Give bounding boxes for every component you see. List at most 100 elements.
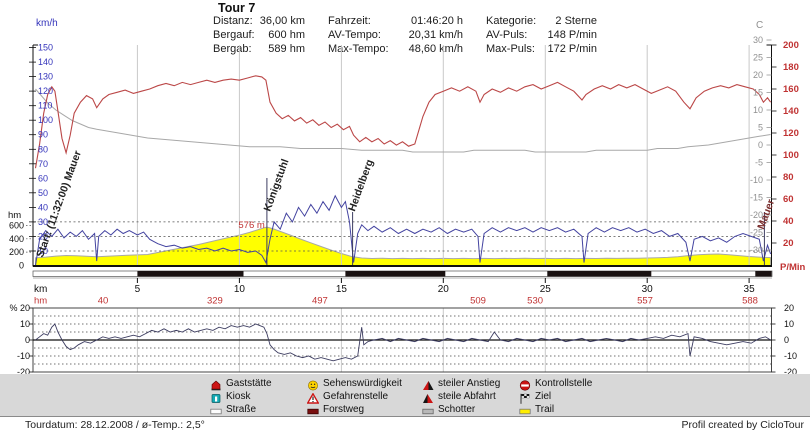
svg-text:10: 10 [784, 319, 794, 329]
svg-text:80: 80 [783, 172, 794, 183]
svg-text:100: 100 [783, 150, 799, 161]
tour-title: Tour 7 [218, 1, 256, 15]
stat-value-max-puls: 172 P/min [547, 43, 597, 55]
legend-label-steiler-anstieg: steiler Anstieg [438, 378, 501, 389]
svg-text:km: km [34, 284, 47, 295]
svg-text:30: 30 [38, 217, 48, 227]
svg-text:10: 10 [753, 105, 763, 115]
legend-label-trail: Trail [535, 404, 555, 415]
svg-text:140: 140 [38, 57, 53, 67]
svg-text:130: 130 [38, 72, 53, 82]
legend-band: Gaststätte Kiosk Straße Sehenswürdigkeit Gef… [0, 374, 810, 417]
svg-text:140: 140 [783, 106, 799, 117]
svg-text:Königstuhl: Königstuhl [262, 157, 292, 213]
svg-text:Heidelberg: Heidelberg [346, 158, 376, 213]
svg-text:10: 10 [234, 284, 246, 295]
stat-value-max-tempo: 48,60 km/h [408, 43, 463, 55]
svg-text:60: 60 [783, 194, 794, 205]
svg-text:15: 15 [336, 284, 348, 295]
svg-text:509: 509 [470, 296, 486, 307]
svg-text:400: 400 [9, 234, 24, 244]
stat-value-bergab: 589 hm [268, 43, 305, 55]
gefahrenstelle-icon [306, 391, 320, 404]
svg-text:40: 40 [98, 296, 109, 307]
dashed-gridlines [26, 221, 771, 253]
stat-value-fahrzeit: 01:46:20 h [411, 15, 463, 27]
svg-text:15: 15 [753, 88, 763, 98]
svg-text:-30: -30 [750, 245, 763, 255]
svg-text:20: 20 [784, 303, 794, 313]
svg-text:5: 5 [758, 123, 763, 133]
stat-label-kategorie: Kategorie: [486, 15, 537, 27]
footer-tourdate: Tourdatum: 28.12.2008 / ø-Temp.: 2,5° [25, 419, 205, 431]
sehenswuerdigkeit-icon [307, 378, 319, 391]
svg-text:530: 530 [527, 296, 543, 307]
stat-value-kategorie: 2 Sterne [555, 15, 597, 27]
legend-label-sehenswuerdigkeit: Sehenswürdigkeit [323, 378, 402, 389]
legend-label-kontrollstelle: Kontrollstelle [535, 378, 593, 389]
svg-text:10: 10 [38, 246, 48, 256]
svg-text:20: 20 [753, 70, 763, 80]
stat-value-av-puls: 148 P/min [547, 29, 597, 41]
stat-value-av-tempo: 20,31 km/h [408, 29, 463, 41]
svg-text:-20: -20 [17, 367, 30, 377]
svg-text:600: 600 [9, 220, 24, 230]
svg-text:576 m: 576 m [238, 220, 264, 231]
svg-text:20: 20 [783, 238, 794, 249]
legend-label-forstweg: Forstweg [323, 404, 365, 415]
svg-text:5: 5 [135, 284, 141, 295]
svg-text:110: 110 [38, 101, 52, 111]
svg-text:588: 588 [742, 296, 758, 307]
svg-text:% 20: % 20 [9, 303, 30, 313]
svg-text:km/h: km/h [36, 18, 58, 29]
svg-text:-5: -5 [755, 158, 763, 168]
svg-text:0: 0 [784, 335, 789, 345]
svg-text:0: 0 [758, 140, 763, 150]
legend-label-strasse: Straße [226, 404, 257, 415]
axes: 1501401301201101009080706050403020106004… [8, 18, 806, 307]
surface-bar [32, 270, 773, 279]
svg-text:70: 70 [38, 159, 48, 169]
svg-text:-25: -25 [750, 228, 763, 238]
svg-text:P/Min: P/Min [780, 262, 806, 273]
svg-text:120: 120 [783, 128, 799, 139]
svg-text:329: 329 [207, 296, 223, 307]
svg-text:150: 150 [38, 43, 53, 53]
svg-text:180: 180 [783, 62, 799, 73]
svg-text:50: 50 [38, 188, 48, 198]
speed-line [35, 194, 772, 266]
svg-text:25: 25 [540, 284, 552, 295]
stat-value-bergauf: 600 hm [268, 29, 305, 41]
gradient-chart: % 20 20 10 10 0 0 -10 -10 -20 -20 [9, 303, 797, 377]
svg-text:-20: -20 [784, 367, 797, 377]
legend-label-steile-abfahrt: steile Abfahrt [438, 391, 496, 402]
forstweg-icon [307, 404, 319, 415]
svg-text:0: 0 [19, 261, 24, 271]
svg-text:10: 10 [20, 319, 30, 329]
svg-text:40: 40 [38, 202, 48, 212]
trail-icon [519, 404, 531, 415]
svg-text:30: 30 [753, 35, 763, 45]
strasse-icon [210, 404, 222, 415]
legend-label-kiosk: Kiosk [226, 391, 251, 402]
svg-text:20: 20 [438, 284, 450, 295]
svg-text:557: 557 [637, 296, 653, 307]
svg-text:60: 60 [38, 173, 48, 183]
kontrollstelle-icon [519, 378, 531, 391]
svg-text:100: 100 [38, 115, 53, 125]
kiosk-icon [210, 391, 222, 403]
steiler-anstieg-icon [422, 378, 434, 390]
stat-label-fahrzeit: Fahrzeit: [328, 15, 371, 27]
svg-text:-10: -10 [750, 175, 763, 185]
stat-label-bergab: Bergab: [213, 43, 252, 55]
svg-text:-10: -10 [17, 351, 30, 361]
legend-label-schotter: Schotter [438, 404, 476, 415]
stat-label-max-puls: Max-Puls: [486, 43, 535, 55]
footer-credit: Profil created by CicloTour [681, 419, 804, 431]
waypoint-markers [266, 178, 765, 265]
stat-label-max-tempo: Max-Tempo: [328, 43, 389, 55]
svg-text:40: 40 [783, 216, 794, 227]
